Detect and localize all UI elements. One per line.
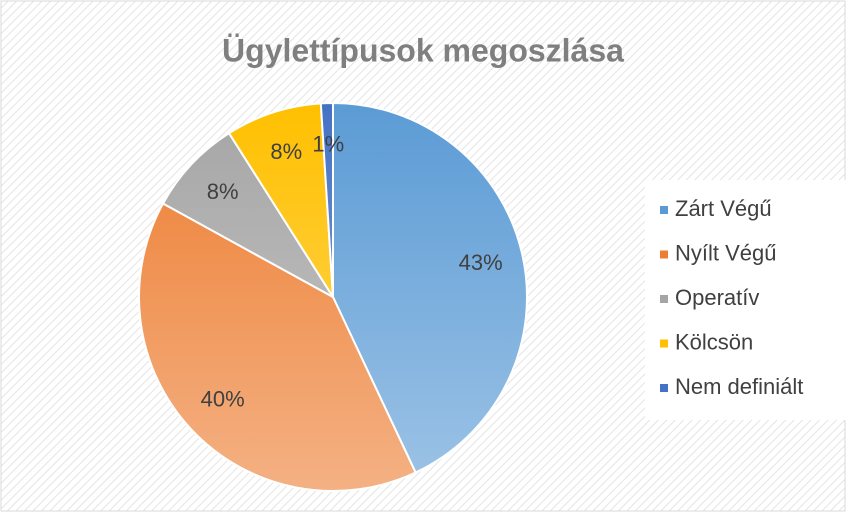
legend-marker [660, 206, 668, 214]
legend-label: Nyílt Végű [675, 240, 777, 265]
legend-label: Nem definiált [675, 374, 803, 399]
pie-slice [161, 131, 334, 298]
data-label: 1% [312, 132, 344, 157]
pie-slice [332, 101, 528, 474]
data-label: 40% [201, 386, 245, 411]
legend-marker [660, 295, 668, 303]
data-label: 8% [207, 179, 239, 204]
data-label: 8% [270, 139, 302, 164]
legend-marker [660, 250, 668, 259]
legend-label: Zárt Végű [675, 196, 772, 221]
legend-box [645, 180, 846, 420]
chart-title: Ügylettípusok megoszlása [222, 32, 624, 68]
legend-marker [660, 384, 668, 392]
legend-label: Operatív [675, 285, 759, 310]
pie-slice [227, 102, 334, 298]
data-label: 43% [459, 250, 503, 275]
legend-label: Kölcsön [675, 329, 753, 354]
legend-marker [660, 339, 668, 348]
pie-slice [138, 202, 417, 492]
pie-slice [319, 101, 334, 298]
